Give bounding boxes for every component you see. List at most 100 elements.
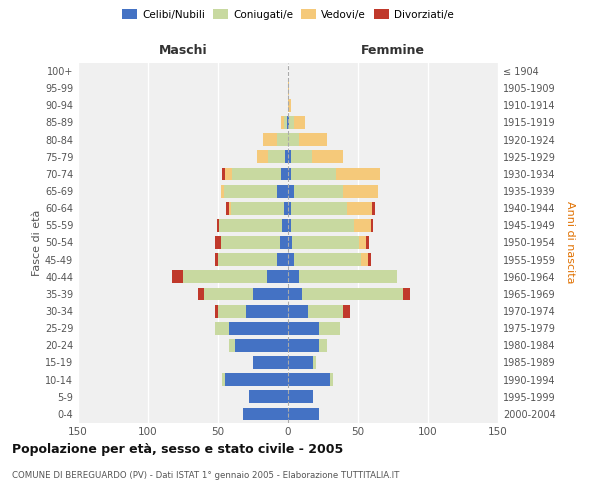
Bar [243, 408, 288, 420]
Bar [288, 168, 335, 180]
Text: Popolazione per età, sesso e stato civile - 2005: Popolazione per età, sesso e stato civil… [12, 442, 343, 456]
Bar [288, 133, 299, 146]
Text: Femmine: Femmine [361, 44, 425, 58]
Bar [284, 116, 288, 129]
Bar [268, 150, 288, 163]
Bar [288, 116, 305, 129]
Bar [249, 390, 288, 403]
Bar [288, 373, 333, 386]
Bar [277, 133, 288, 146]
Bar [288, 408, 319, 420]
Bar [215, 304, 288, 318]
Bar [288, 270, 397, 283]
Text: Maschi: Maschi [158, 44, 208, 58]
Bar [224, 184, 288, 198]
Bar [288, 99, 291, 112]
Bar [288, 253, 361, 266]
Bar [229, 339, 288, 352]
Text: COMUNE DI BEREGUARDO (PV) - Dati ISTAT 1° gennaio 2005 - Elaborazione TUTTITALIA: COMUNE DI BEREGUARDO (PV) - Dati ISTAT 1… [12, 471, 400, 480]
Bar [288, 133, 327, 146]
Bar [249, 390, 288, 403]
Bar [243, 408, 288, 420]
Bar [288, 184, 377, 198]
Bar [288, 82, 289, 94]
Bar [288, 288, 403, 300]
Bar [232, 168, 288, 180]
Bar [288, 339, 327, 352]
Bar [288, 184, 377, 198]
Bar [288, 270, 397, 283]
Bar [288, 219, 291, 232]
Bar [222, 373, 288, 386]
Bar [222, 168, 288, 180]
Bar [243, 408, 288, 420]
Bar [221, 236, 288, 249]
Bar [288, 288, 410, 300]
Bar [288, 304, 308, 318]
Bar [288, 356, 316, 369]
Bar [288, 82, 289, 94]
Bar [235, 339, 288, 352]
Bar [288, 390, 313, 403]
Bar [287, 116, 288, 129]
Bar [288, 322, 340, 334]
Bar [288, 133, 327, 146]
Bar [288, 390, 313, 403]
Bar [288, 116, 293, 129]
Bar [220, 219, 288, 232]
Bar [288, 322, 340, 334]
Bar [288, 304, 343, 318]
Bar [215, 322, 288, 334]
Bar [288, 150, 312, 163]
Bar [288, 288, 302, 300]
Bar [249, 390, 288, 403]
Bar [199, 288, 288, 300]
Bar [221, 236, 288, 249]
Bar [284, 202, 288, 214]
Bar [288, 150, 291, 163]
Legend: Celibi/Nubili, Coniugati/e, Vedovi/e, Divorziati/e: Celibi/Nubili, Coniugati/e, Vedovi/e, Di… [118, 5, 458, 24]
Bar [229, 339, 288, 352]
Bar [243, 408, 288, 420]
Y-axis label: Anni di nascita: Anni di nascita [565, 201, 575, 284]
Bar [288, 408, 319, 420]
Bar [229, 322, 288, 334]
Bar [230, 202, 288, 214]
Bar [288, 322, 319, 334]
Bar [288, 168, 291, 180]
Bar [288, 408, 319, 420]
Bar [226, 202, 288, 214]
Bar [288, 270, 397, 283]
Bar [288, 373, 333, 386]
Bar [288, 219, 354, 232]
Bar [288, 150, 343, 163]
Bar [183, 270, 288, 283]
Bar [253, 356, 288, 369]
Bar [288, 168, 380, 180]
Bar [288, 236, 359, 249]
Bar [229, 339, 288, 352]
Bar [288, 356, 313, 369]
Bar [288, 373, 333, 386]
Bar [257, 150, 288, 163]
Bar [253, 356, 288, 369]
Bar [257, 150, 288, 163]
Bar [280, 236, 288, 249]
Bar [263, 133, 288, 146]
Bar [222, 373, 288, 386]
Bar [172, 270, 288, 283]
Bar [218, 253, 288, 266]
Bar [288, 116, 305, 129]
Bar [215, 236, 288, 249]
Bar [288, 236, 292, 249]
Bar [218, 304, 288, 318]
Bar [288, 253, 293, 266]
Bar [281, 116, 288, 129]
Bar [218, 253, 288, 266]
Bar [217, 219, 288, 232]
Bar [253, 356, 288, 369]
Bar [288, 356, 316, 369]
Bar [288, 184, 293, 198]
Bar [288, 339, 327, 352]
Bar [288, 373, 330, 386]
